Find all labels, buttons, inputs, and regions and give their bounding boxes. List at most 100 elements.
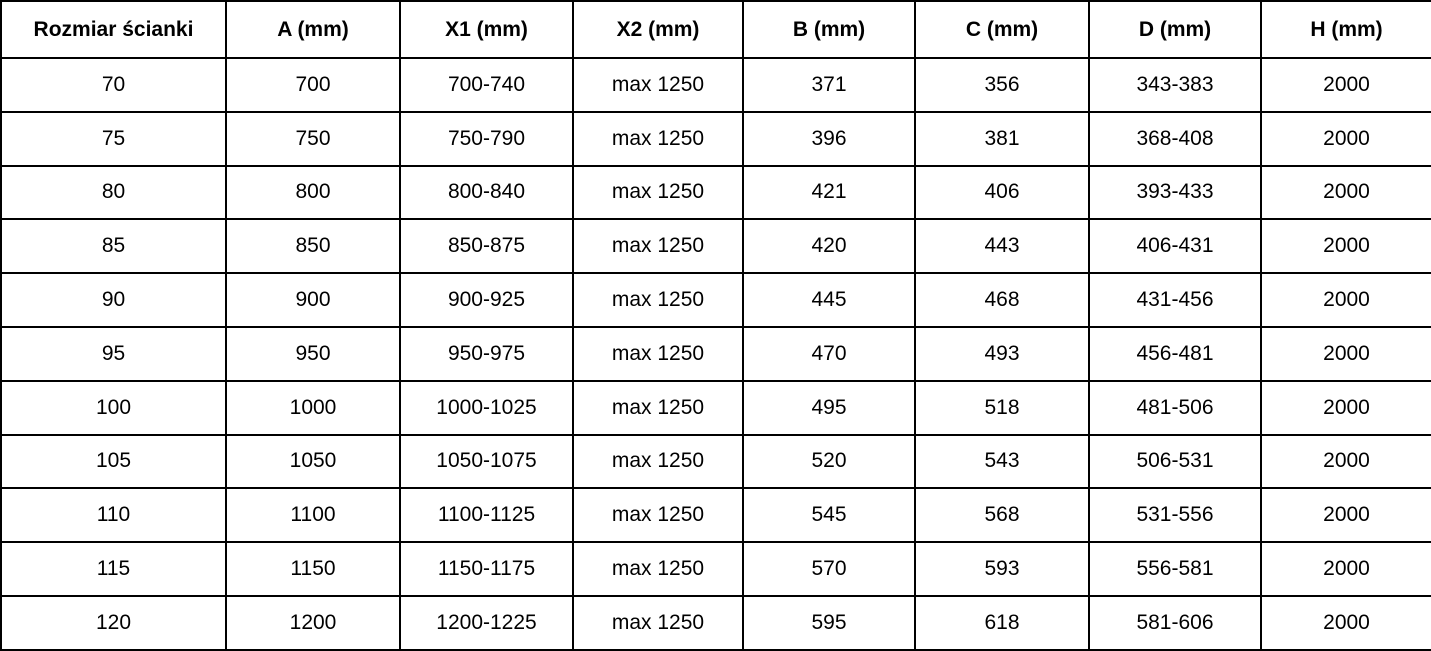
table-cell: 468 xyxy=(914,272,1090,328)
table-cell: 800 xyxy=(225,164,401,221)
table-cell: 2000 xyxy=(1260,325,1431,382)
table-cell: 1050-1075 xyxy=(399,433,574,490)
table-cell: 2000 xyxy=(1260,594,1431,651)
table-cell: max 1250 xyxy=(572,433,744,490)
table-cell: 421 xyxy=(742,164,916,221)
table-cell: max 1250 xyxy=(572,487,744,544)
table-cell: 115 xyxy=(0,541,227,597)
table-cell: 2000 xyxy=(1260,379,1431,436)
table-cell: 593 xyxy=(914,541,1090,597)
table-row: 70 700 700-740 max 1250 371 356 343-383 2000 xyxy=(0,57,1431,113)
table-row: 85 850 850-875 max 1250 420 443 406-431 2000 xyxy=(0,218,1431,275)
table-row: 105 1050 1050-1075 max 1250 520 543 506-531 200… xyxy=(0,433,1431,490)
table-cell: 520 xyxy=(742,433,916,490)
table-row: 95 950 950-975 max 1250 470 493 456-481 2000 xyxy=(0,325,1431,382)
table-cell: 1050 xyxy=(225,433,401,490)
table-row: 80 800 800-840 max 1250 421 406 393-433 2000 xyxy=(0,164,1431,221)
table-row: 115 1150 1150-1175 max 1250 570 593 556-581 200… xyxy=(0,541,1431,597)
table-cell: 75 xyxy=(0,110,227,167)
column-header-c-mm: C (mm) xyxy=(914,0,1090,59)
table-cell: 371 xyxy=(742,57,916,113)
table-cell: 343-383 xyxy=(1088,57,1262,113)
table-cell: 443 xyxy=(914,218,1090,275)
table-cell: 1000 xyxy=(225,379,401,436)
table-cell: 481-506 xyxy=(1088,379,1262,436)
table-cell: max 1250 xyxy=(572,272,744,328)
table-cell: 1200-1225 xyxy=(399,594,574,651)
table-cell: 543 xyxy=(914,433,1090,490)
table-cell: 2000 xyxy=(1260,218,1431,275)
table-cell: 595 xyxy=(742,594,916,651)
table-cell: 800-840 xyxy=(399,164,574,221)
column-header-b-mm: B (mm) xyxy=(742,0,916,59)
table-cell: 545 xyxy=(742,487,916,544)
column-header-a-mm: A (mm) xyxy=(225,0,401,59)
table-cell: 531-556 xyxy=(1088,487,1262,544)
table-cell: 1200 xyxy=(225,594,401,651)
table-row: 75 750 750-790 max 1250 396 381 368-408 2000 xyxy=(0,110,1431,167)
column-header-d-mm: D (mm) xyxy=(1088,0,1262,59)
table-cell: 700-740 xyxy=(399,57,574,113)
table-cell: 2000 xyxy=(1260,272,1431,328)
table-cell: 506-531 xyxy=(1088,433,1262,490)
table-cell: 950-975 xyxy=(399,325,574,382)
table-cell: 750 xyxy=(225,110,401,167)
table-cell: 570 xyxy=(742,541,916,597)
table-cell: 445 xyxy=(742,272,916,328)
table-cell: 1100 xyxy=(225,487,401,544)
table-cell: 1150 xyxy=(225,541,401,597)
table-cell: max 1250 xyxy=(572,541,744,597)
table-cell: max 1250 xyxy=(572,379,744,436)
column-header-x1-mm: X1 (mm) xyxy=(399,0,574,59)
table-cell: 356 xyxy=(914,57,1090,113)
table-cell: 700 xyxy=(225,57,401,113)
table-header: Rozmiar ścianki A (mm) X1 (mm) X2 (mm) B… xyxy=(0,0,1431,59)
table-cell: 581-606 xyxy=(1088,594,1262,651)
table-cell: 618 xyxy=(914,594,1090,651)
table-cell: 493 xyxy=(914,325,1090,382)
table-cell: 495 xyxy=(742,379,916,436)
table-cell: 420 xyxy=(742,218,916,275)
table-cell: 70 xyxy=(0,57,227,113)
table-cell: 1150-1175 xyxy=(399,541,574,597)
table-cell: 406 xyxy=(914,164,1090,221)
table-cell: 90 xyxy=(0,272,227,328)
table-cell: max 1250 xyxy=(572,218,744,275)
table-cell: 2000 xyxy=(1260,110,1431,167)
table-cell: 100 xyxy=(0,379,227,436)
table-cell: 2000 xyxy=(1260,487,1431,544)
table-cell: 470 xyxy=(742,325,916,382)
table-cell: 568 xyxy=(914,487,1090,544)
table-cell: 2000 xyxy=(1260,541,1431,597)
table-row: 110 1100 1100-1125 max 1250 545 568 531-556 200… xyxy=(0,487,1431,544)
table-cell: max 1250 xyxy=(572,110,744,167)
table-row: 90 900 900-925 max 1250 445 468 431-456 2000 xyxy=(0,272,1431,328)
table-cell: 381 xyxy=(914,110,1090,167)
table-cell: 110 xyxy=(0,487,227,544)
table-row: 120 1200 1200-1225 max 1250 595 618 581-606 200… xyxy=(0,594,1431,651)
table-cell: 95 xyxy=(0,325,227,382)
table-cell: max 1250 xyxy=(572,594,744,651)
table-cell: 120 xyxy=(0,594,227,651)
table-row: 100 1000 1000-1025 max 1250 495 518 481-506 200… xyxy=(0,379,1431,436)
table-cell: 900 xyxy=(225,272,401,328)
table-cell: 2000 xyxy=(1260,164,1431,221)
table-cell: 850-875 xyxy=(399,218,574,275)
column-header-x2-mm: X2 (mm) xyxy=(572,0,744,59)
table-cell: 2000 xyxy=(1260,433,1431,490)
table-cell: 850 xyxy=(225,218,401,275)
table-cell: 396 xyxy=(742,110,916,167)
table-cell: 85 xyxy=(0,218,227,275)
table-cell: max 1250 xyxy=(572,325,744,382)
table-cell: max 1250 xyxy=(572,164,744,221)
table-header-row: Rozmiar ścianki A (mm) X1 (mm) X2 (mm) B… xyxy=(0,0,1431,59)
table-cell: 950 xyxy=(225,325,401,382)
table-cell: 456-481 xyxy=(1088,325,1262,382)
table-cell: 431-456 xyxy=(1088,272,1262,328)
table-cell: 750-790 xyxy=(399,110,574,167)
table-cell: 1100-1125 xyxy=(399,487,574,544)
table-cell: 393-433 xyxy=(1088,164,1262,221)
column-header-h-mm: H (mm) xyxy=(1260,0,1431,59)
table-cell: 518 xyxy=(914,379,1090,436)
